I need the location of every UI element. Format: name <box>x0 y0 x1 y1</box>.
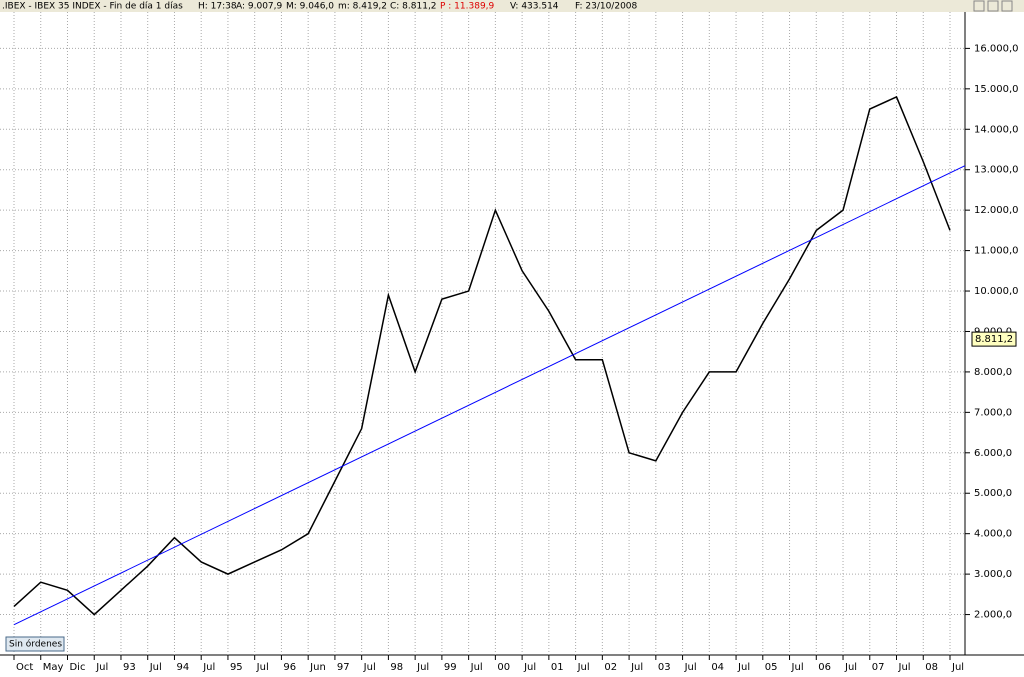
y-tick-label: 5.000,0 <box>974 488 1012 499</box>
x-tick-label: 00 <box>497 662 510 673</box>
y-tick-label: 7.000,0 <box>974 407 1012 418</box>
y-tick-label: 13.000,0 <box>974 165 1019 176</box>
y-tick-label: 2.000,0 <box>974 610 1012 621</box>
header-field: M: 9.046,0 <box>286 2 334 12</box>
y-tick-label: 4.000,0 <box>974 529 1012 540</box>
x-tick-label: Jul <box>202 662 215 673</box>
x-tick-label: 93 <box>123 662 136 673</box>
header-title: .IBEX - IBEX 35 INDEX - Fin de día 1 día… <box>2 2 183 12</box>
orders-button[interactable] <box>5 636 65 652</box>
x-tick-label: Jul <box>791 662 804 673</box>
x-tick-label: Jun <box>309 662 326 673</box>
y-tick-label: 16.000,0 <box>974 43 1019 54</box>
x-tick-label: Jul <box>844 662 857 673</box>
x-tick-label: 98 <box>390 662 403 673</box>
trend-line <box>13 165 966 626</box>
header-field: C: 8.811,2 <box>390 2 437 12</box>
header-field: m: 8.419,2 <box>338 2 387 12</box>
x-tick-label: 99 <box>444 662 457 673</box>
y-tick-label: 14.000,0 <box>974 124 1019 135</box>
y-tick-label: 15.000,0 <box>974 84 1019 95</box>
x-tick-label: Jul <box>416 662 429 673</box>
window-button[interactable] <box>1001 0 1013 12</box>
x-tick-label: Jul <box>684 662 697 673</box>
x-tick-label: Jul <box>363 662 376 673</box>
y-tick-label: 8.000,0 <box>974 367 1012 378</box>
y-tick-label: 10.000,0 <box>974 286 1019 297</box>
x-tick-label: Jul <box>898 662 911 673</box>
window-button[interactable] <box>987 0 999 12</box>
x-tick-label: 01 <box>551 662 564 673</box>
x-tick-label: 02 <box>604 662 617 673</box>
header-bar <box>0 0 1024 12</box>
y-tick-label: 11.000,0 <box>974 246 1019 257</box>
x-tick-label: 94 <box>176 662 189 673</box>
x-tick-label: 03 <box>658 662 671 673</box>
header-field: V: 433.514 <box>510 2 559 12</box>
header-field: H: 17:38 <box>198 2 237 12</box>
x-tick-label: Dic <box>69 662 85 673</box>
x-tick-label: 07 <box>872 662 885 673</box>
y-tick-label: 12.000,0 <box>974 205 1019 216</box>
x-tick-label: 04 <box>711 662 724 673</box>
x-tick-label: Jul <box>951 662 964 673</box>
x-tick-label: Jul <box>256 662 269 673</box>
orders-button-label: Sin órdenes <box>9 639 62 650</box>
x-tick-label: Oct <box>16 662 33 673</box>
last-value-box <box>971 331 1017 347</box>
price-line <box>13 95 951 616</box>
x-tick-label: 96 <box>283 662 296 673</box>
y-tick-label: 6.000,0 <box>974 448 1012 459</box>
x-tick-label: 05 <box>765 662 778 673</box>
x-tick-label: 97 <box>337 662 350 673</box>
x-tick-label: Jul <box>523 662 536 673</box>
x-tick-label: Jul <box>95 662 108 673</box>
x-tick-label: Jul <box>149 662 162 673</box>
x-tick-label: 95 <box>230 662 243 673</box>
x-tick-label: Jul <box>577 662 590 673</box>
last-value-label: 8.811,2 <box>975 334 1013 345</box>
header-field: P : 11.389,9 <box>440 2 495 12</box>
x-tick-label: Jul <box>470 662 483 673</box>
x-tick-label: 06 <box>818 662 831 673</box>
x-tick-label: Jul <box>630 662 643 673</box>
x-tick-label: May <box>43 662 64 673</box>
x-tick-label: 08 <box>925 662 938 673</box>
window-button[interactable] <box>973 0 985 12</box>
x-tick-label: Jul <box>737 662 750 673</box>
y-tick-label: 3.000,0 <box>974 569 1012 580</box>
header-field: F: 23/10/2008 <box>575 2 638 12</box>
header-field: A: 9.007,9 <box>236 2 283 12</box>
